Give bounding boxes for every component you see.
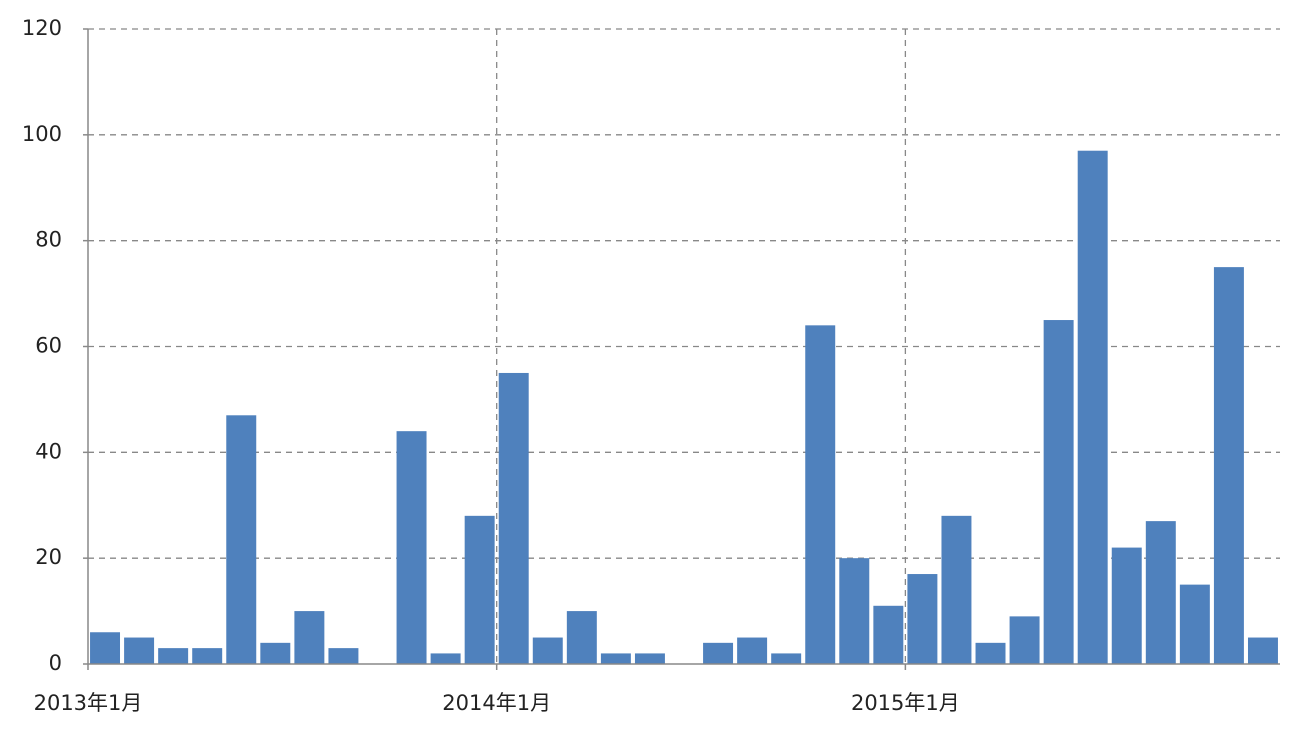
y-tick-label: 40 [35, 439, 62, 463]
bar [907, 574, 938, 664]
bar [566, 611, 597, 664]
bar [464, 515, 495, 664]
bar [634, 653, 665, 664]
x-tick-label: 2015年1月 [851, 691, 960, 715]
bar [124, 637, 155, 664]
bar [430, 653, 461, 664]
bar [1009, 616, 1040, 664]
bar [1213, 267, 1244, 664]
bar [703, 642, 734, 664]
y-tick-label: 0 [49, 651, 62, 675]
x-tick-label: 2014年1月 [442, 691, 551, 715]
bar [158, 648, 189, 664]
bar [498, 372, 529, 664]
x-tick-label: 2013年1月 [34, 691, 143, 715]
y-tick-label: 80 [35, 228, 62, 252]
bar [1179, 584, 1210, 664]
bar [1145, 521, 1176, 664]
bar [260, 642, 291, 664]
bar [600, 653, 631, 664]
bar [532, 637, 563, 664]
bar [975, 642, 1006, 664]
y-tick-label: 120 [22, 16, 62, 40]
bar [805, 325, 836, 664]
bar [1111, 547, 1142, 664]
bar [737, 637, 768, 664]
bar [873, 605, 904, 664]
bar [941, 515, 972, 664]
bar [771, 653, 802, 664]
y-tick-label: 60 [35, 334, 62, 358]
bar [1247, 637, 1278, 664]
bar [396, 431, 427, 664]
y-tick-label: 20 [35, 545, 62, 569]
bar [192, 648, 223, 664]
bar [1043, 320, 1074, 664]
y-tick-label: 100 [22, 122, 62, 146]
bar [328, 648, 359, 664]
bar [90, 632, 121, 664]
bar [1077, 150, 1108, 665]
bar [839, 558, 870, 664]
bar [226, 415, 257, 664]
bar [294, 611, 325, 664]
